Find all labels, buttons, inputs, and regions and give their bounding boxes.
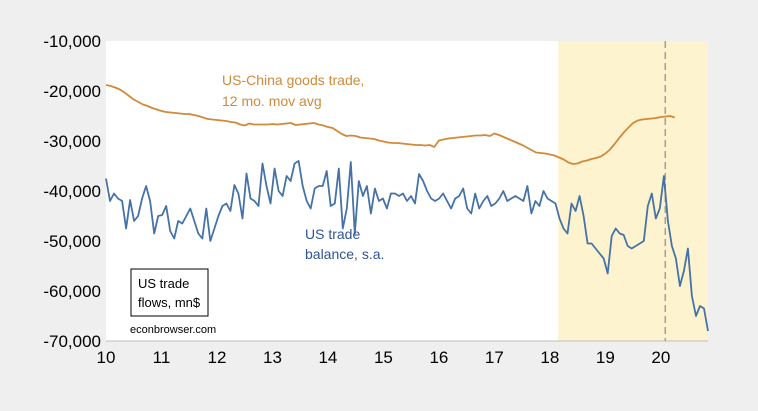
y-tick-label: -20,000	[43, 82, 101, 101]
legend-box	[130, 268, 209, 317]
y-tick-label: -50,000	[43, 232, 101, 251]
x-tick-label: 15	[374, 348, 393, 367]
y-axis-ticks: -10,000 -20,000 -30,000 -40,000 -50,000 -60,0…	[43, 32, 101, 351]
y-tick-label: -10,000	[43, 32, 101, 51]
y-tick-label: -40,000	[43, 182, 101, 201]
x-tick-label: 14	[318, 348, 337, 367]
x-tick-label: 13	[263, 348, 282, 367]
x-tick-label: 11	[153, 348, 171, 367]
y-tick-label: -30,000	[43, 132, 101, 151]
x-tick-label: 18	[540, 348, 559, 367]
us-china-trade-line	[105, 84, 675, 165]
y-tick-label: -60,000	[43, 282, 101, 301]
x-tick-label: 17	[485, 348, 504, 367]
series-group	[105, 84, 709, 332]
legend-line1: US trade	[138, 276, 189, 291]
legend-line2: flows, mn$	[138, 295, 201, 310]
trade-balance-annotation-line2: balance, s.a.	[305, 246, 384, 262]
x-axis-ticks: 10 11 12 13 14 15 16 17 18 19 20	[97, 348, 671, 367]
credit-text: econbrowser.com	[130, 324, 216, 336]
us-trade-balance-line	[105, 160, 709, 332]
y-tick-label: -70,000	[43, 332, 101, 351]
china-series-annotation-line1: US-China goods trade,	[222, 72, 364, 88]
x-tick-label: 20	[651, 348, 670, 367]
x-tick-label: 10	[97, 348, 116, 367]
x-tick-label: 19	[596, 348, 615, 367]
china-series-annotation-line2: 12 mo. mov avg	[222, 93, 322, 109]
shaded-period	[558, 41, 708, 341]
trade-balance-annotation-line1: US trade	[305, 226, 360, 242]
x-tick-label: 12	[208, 348, 227, 367]
x-tick-label: 16	[429, 348, 448, 367]
